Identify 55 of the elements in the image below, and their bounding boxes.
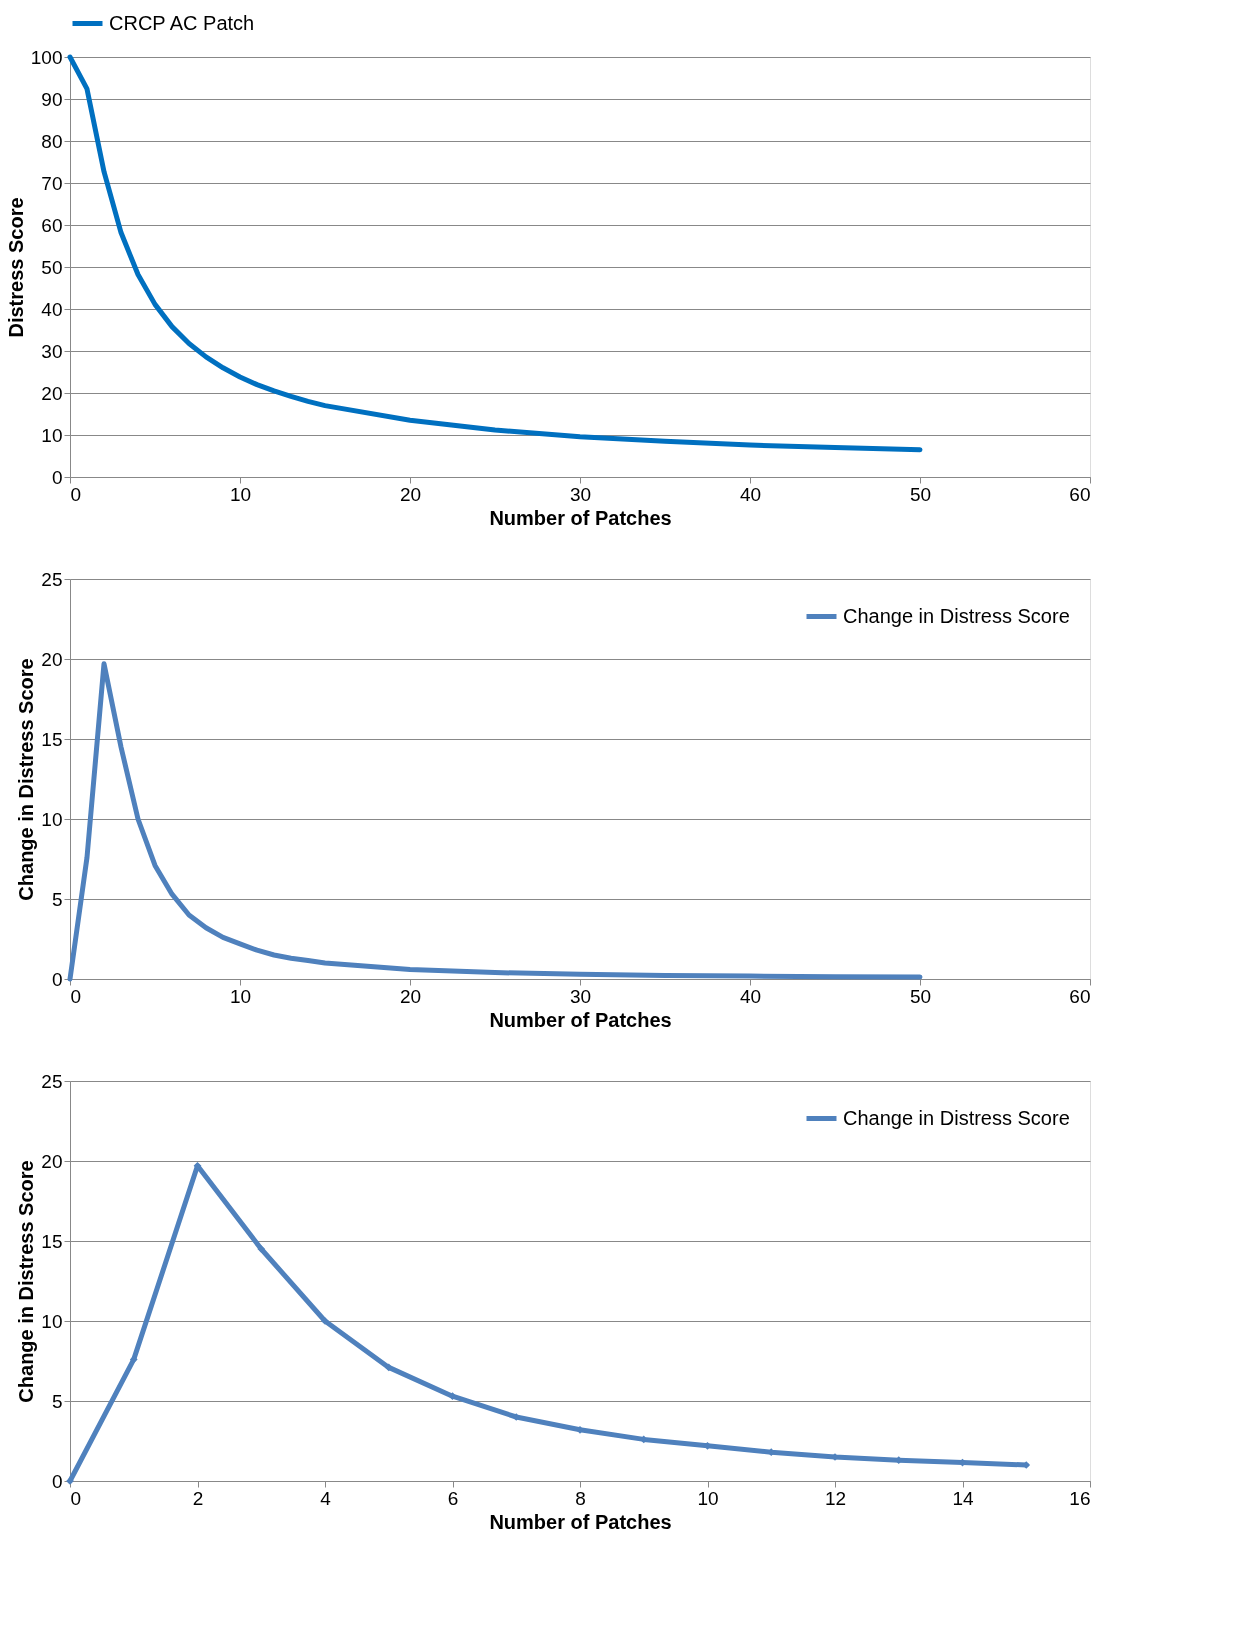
y-tick-label: 25 (41, 568, 63, 590)
x-axis-title: Number of Patches (489, 506, 672, 529)
y-tick-label: 0 (51, 968, 63, 990)
y-axis-title: Distress Score (4, 197, 27, 338)
y-tick-label: 40 (41, 298, 63, 320)
y-tick-label: 100 (30, 46, 63, 68)
legend-label: CRCP AC Patch (109, 11, 255, 34)
y-tick-label: 15 (41, 728, 63, 750)
x-tick-label: 40 (739, 483, 762, 505)
x-tick-label: 0 (70, 985, 82, 1007)
y-tick-label: 30 (41, 340, 63, 362)
x-tick-label: 0 (70, 483, 82, 505)
y-tick-label: 20 (41, 648, 63, 670)
x-tick-label: 20 (399, 483, 422, 505)
x-tick-label: 50 (909, 985, 932, 1007)
x-tick-label: 8 (575, 1487, 586, 1509)
y-tick-label: 5 (51, 1390, 63, 1412)
y-tick-label: 70 (41, 172, 63, 194)
x-tick-label: 10 (697, 1487, 719, 1509)
x-tick-label: 20 (399, 985, 422, 1007)
x-tick-label: 50 (909, 483, 932, 505)
x-tick-label: 30 (569, 483, 592, 505)
y-tick-label: 20 (41, 382, 63, 404)
y-tick-label: 10 (41, 424, 63, 446)
y-tick-label: 0 (51, 466, 63, 488)
x-tick-label: 12 (824, 1487, 847, 1509)
y-tick-label: 60 (41, 214, 63, 236)
x-tick-label: 0 (70, 1487, 82, 1509)
x-tick-label: 30 (569, 985, 592, 1007)
y-tick-label: 20 (41, 1150, 63, 1172)
x-axis-title: Number of Patches (489, 1008, 672, 1031)
y-axis-title: Change in Distress Score (15, 658, 38, 901)
y-tick-label: 15 (41, 1230, 63, 1252)
x-tick-label: 6 (447, 1487, 459, 1509)
x-tick-label: 10 (229, 483, 252, 505)
legend-label: Change in Distress Score (843, 604, 1070, 627)
x-tick-label: 40 (739, 985, 762, 1007)
x-tick-label: 2 (192, 1487, 204, 1509)
x-tick-label: 60 (1069, 483, 1091, 505)
x-tick-label: 16 (1069, 1487, 1091, 1509)
y-tick-label: 90 (41, 88, 63, 110)
x-tick-label: 10 (229, 985, 252, 1007)
y-tick-label: 50 (41, 256, 63, 278)
x-tick-label: 4 (320, 1487, 332, 1509)
y-tick-label: 0 (51, 1470, 63, 1492)
y-tick-label: 80 (41, 130, 63, 152)
x-tick-label: 60 (1069, 985, 1091, 1007)
x-tick-label: 14 (952, 1487, 974, 1509)
y-tick-label: 25 (41, 1070, 63, 1092)
y-tick-label: 5 (51, 888, 63, 910)
y-axis-title: Change in Distress Score (15, 1160, 38, 1403)
legend-label: Change in Distress Score (843, 1106, 1070, 1129)
x-axis-title: Number of Patches (489, 1510, 672, 1533)
y-tick-label: 10 (41, 1310, 63, 1332)
y-tick-label: 10 (41, 808, 63, 830)
